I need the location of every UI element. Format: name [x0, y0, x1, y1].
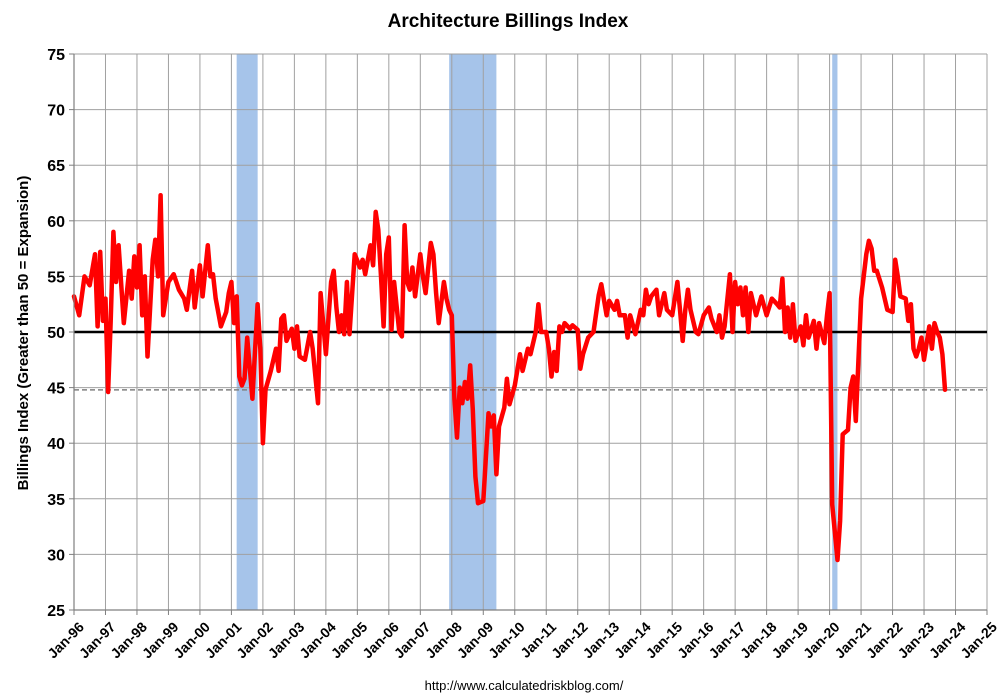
x-tick-labels: Jan-96Jan-97Jan-98Jan-99Jan-00Jan-01Jan-… [44, 619, 1000, 662]
y-tick-label-55: 55 [47, 269, 65, 286]
reference-lines [74, 330, 987, 391]
y-tick-label-70: 70 [47, 103, 65, 120]
source-url: http://www.calculatedriskblog.com/ [425, 678, 624, 693]
y-tick-label-35: 35 [47, 492, 65, 509]
y-tick-label-30: 30 [47, 547, 65, 564]
chart-title: Architecture Billings Index [388, 11, 629, 32]
y-tick-label-50: 50 [47, 325, 65, 342]
y-tick-label-65: 65 [47, 158, 65, 175]
axes [69, 53, 988, 615]
x-tick-label-29: Jan-25 [957, 619, 1000, 662]
y-tick-label-25: 25 [47, 603, 65, 620]
y-tick-labels: 25 30 35 40 45 50 55 60 65 70 75 [47, 47, 65, 620]
series-layer [71, 192, 948, 563]
y-tick-label-45: 45 [47, 381, 65, 398]
y-tick-label-40: 40 [47, 436, 65, 453]
y-tick-label-75: 75 [47, 47, 65, 64]
y-axis-label: Billings Index (Greater than 50 = Expans… [15, 176, 32, 491]
series-line-abi [71, 192, 948, 563]
y-tick-label-60: 60 [47, 214, 65, 231]
